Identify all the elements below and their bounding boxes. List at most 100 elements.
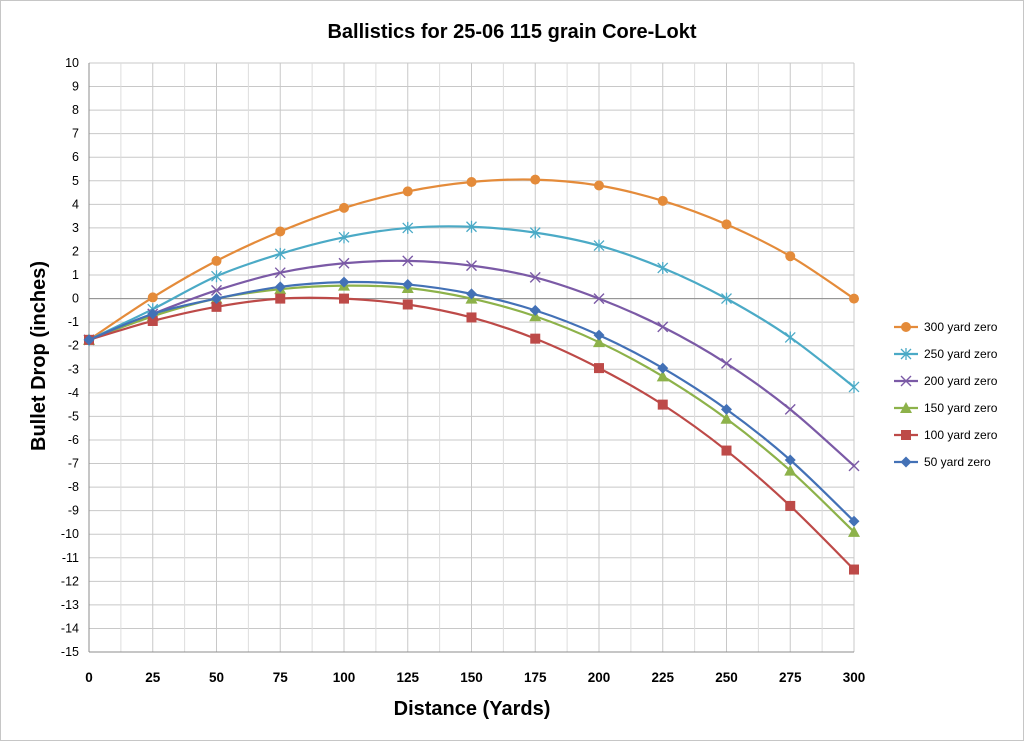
data-point [339, 202, 349, 213]
data-point [402, 278, 414, 290]
x-tick-label: 250 [715, 670, 738, 685]
data-point [784, 454, 796, 466]
y-tick-label: -14 [61, 621, 79, 635]
data-point [657, 195, 668, 206]
data-point [530, 333, 541, 344]
legend-label: 250 yard zero [924, 347, 998, 361]
legend: 300 yard zero 250 yard zero 200 yard zero 1… [894, 320, 998, 469]
y-tick-label: 2 [72, 244, 79, 258]
legend-item-250-yard-zero: 250 yard zero [894, 347, 998, 361]
data-point [529, 271, 541, 283]
data-point [656, 370, 669, 382]
data-point [211, 270, 222, 283]
data-point [529, 226, 541, 239]
data-point [784, 464, 797, 476]
legend-item-200-yard-zero: 200 yard zero [894, 374, 998, 388]
data-point [721, 292, 732, 305]
data-point [530, 174, 541, 185]
x-tick-label: 225 [651, 670, 674, 685]
data-point [657, 321, 669, 333]
x-tick-label: 75 [273, 670, 289, 685]
y-tick-label: 8 [72, 103, 79, 117]
data-point [274, 267, 286, 279]
data-point [211, 293, 222, 305]
y-tick-label: -2 [68, 339, 79, 353]
x-tick-label: 100 [333, 670, 356, 685]
data-point [211, 255, 222, 266]
data-point [657, 261, 669, 274]
data-point [466, 220, 477, 233]
data-point [147, 292, 158, 303]
legend-marker [900, 402, 912, 413]
y-tick-label: 1 [72, 268, 79, 282]
data-point [848, 380, 860, 393]
data-point [338, 231, 350, 244]
y-tick-label: 9 [72, 80, 79, 94]
data-point [849, 564, 859, 575]
data-point [848, 515, 860, 527]
data-point [275, 293, 286, 304]
y-tick-label: 3 [72, 221, 79, 235]
series-50-yard-zero [83, 276, 860, 527]
data-point [211, 284, 222, 296]
data-point [274, 281, 286, 293]
data-point [594, 363, 604, 374]
data-point [721, 219, 732, 230]
x-tick-label: 0 [85, 670, 93, 685]
y-tick-label: 0 [72, 292, 79, 306]
series-100-yard-zero [84, 293, 859, 575]
data-point [785, 500, 796, 511]
data-point [529, 304, 541, 316]
x-tick-label: 25 [145, 670, 161, 685]
x-tick-label: 200 [588, 670, 611, 685]
data-point [402, 221, 414, 234]
legend-item-100-yard-zero: 100 yard zero [894, 428, 998, 442]
chart-title: Ballistics for 25-06 115 grain Core-Lokt [327, 21, 696, 43]
data-point [466, 176, 477, 187]
data-point [274, 247, 286, 260]
y-tick-label: -5 [68, 409, 79, 423]
data-point [402, 299, 413, 310]
data-point [211, 301, 222, 312]
data-point [721, 445, 732, 456]
y-tick-label: 7 [72, 127, 79, 141]
y-tick-label: -7 [68, 457, 79, 471]
data-point [721, 357, 732, 369]
data-point [784, 331, 796, 344]
legend-item-50-yard-zero: 50 yard zero [894, 455, 991, 469]
y-tick-label: -4 [68, 386, 79, 400]
data-point [466, 260, 477, 272]
legend-marker [900, 375, 912, 387]
data-point [593, 329, 605, 341]
data-point [594, 180, 604, 191]
grid [88, 62, 855, 653]
x-tick-label: 150 [460, 670, 483, 685]
y-tick-label: -15 [61, 645, 79, 659]
y-tick-label: -10 [61, 527, 79, 541]
x-tick-labels: 0 25 50 75 100 125 150 175 200 225 250 275 300 [85, 670, 865, 685]
data-point [593, 293, 605, 305]
data-point [657, 362, 669, 374]
data-point [784, 403, 796, 415]
legend-marker [901, 430, 911, 440]
y-tick-label: -12 [61, 574, 79, 588]
data-point [720, 412, 733, 424]
legend-item-150-yard-zero: 150 yard zero [894, 401, 998, 415]
y-tick-label: -11 [62, 551, 79, 565]
data-point [338, 257, 350, 269]
y-tick-label: -3 [68, 362, 79, 376]
legend-marker [901, 322, 911, 332]
data-point [848, 525, 860, 537]
data-point [338, 276, 350, 288]
series-layer [83, 174, 860, 575]
legend-label: 100 yard zero [924, 428, 998, 442]
x-tick-label: 125 [396, 670, 419, 685]
y-tick-label: -6 [68, 433, 79, 447]
legend-label: 200 yard zero [924, 374, 998, 388]
legend-marker [900, 348, 912, 360]
data-point [785, 251, 796, 262]
data-point [657, 399, 668, 410]
legend-label: 300 yard zero [924, 320, 998, 334]
data-point [466, 288, 477, 300]
